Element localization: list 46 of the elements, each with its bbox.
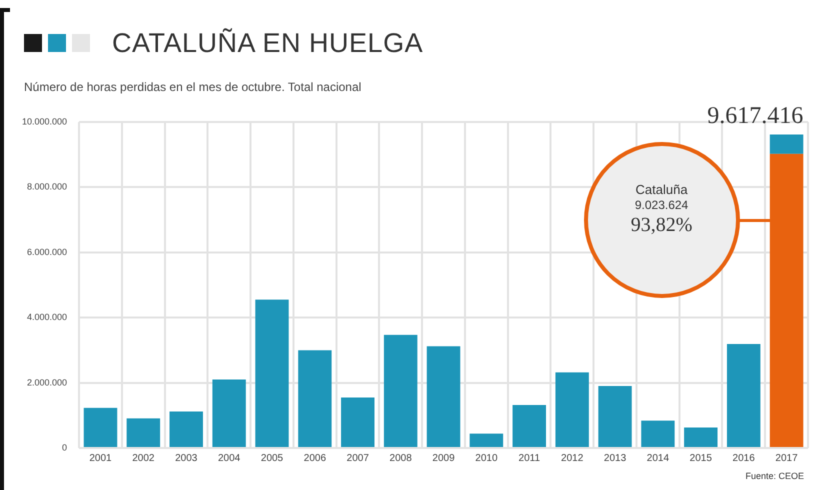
y-tick-label: 2.000.000 bbox=[26, 377, 68, 388]
annotation: 9.617.416 bbox=[707, 102, 804, 129]
bar bbox=[598, 386, 632, 447]
y-tick-label: 0 bbox=[62, 442, 68, 452]
x-tick-label: 2014 bbox=[646, 452, 670, 464]
x-tick-label: 2006 bbox=[304, 452, 326, 464]
annotation: Cataluña 9.023.624 93,82% bbox=[630, 182, 694, 238]
y-tick-label: 10.000.000 bbox=[22, 116, 68, 126]
x-tick-label: 2008 bbox=[390, 452, 412, 464]
y-tick-label: 6.000.000 bbox=[26, 246, 68, 257]
bar bbox=[641, 420, 675, 447]
x-tick-label: 2007 bbox=[346, 452, 370, 464]
bar bbox=[170, 411, 203, 447]
bar bbox=[770, 134, 804, 154]
y-tick-label: 8.000.000 bbox=[26, 182, 68, 192]
x-tick-label: 2003 bbox=[175, 452, 198, 464]
x-tick-label: 2002 bbox=[132, 452, 155, 464]
x-tick-label: 2015 bbox=[690, 452, 712, 464]
source-note: Fuente: CEOE bbox=[745, 471, 804, 481]
x-tick-label: 2001 bbox=[89, 452, 112, 464]
bar bbox=[384, 334, 418, 447]
bar bbox=[341, 397, 374, 447]
bar bbox=[555, 372, 589, 447]
x-tick-label: 2012 bbox=[561, 452, 584, 464]
x-tick-label: 2009 bbox=[432, 452, 456, 464]
x-tick-label: 2010 bbox=[475, 452, 498, 464]
x-tick-label: 2011 bbox=[518, 452, 540, 464]
x-tick-label: 2005 bbox=[260, 452, 284, 464]
bar bbox=[726, 344, 760, 447]
x-tick-label: 2017 bbox=[775, 452, 798, 464]
x-tick-label: 2013 bbox=[604, 452, 627, 464]
x-tick-label: 2004 bbox=[218, 452, 241, 464]
bar bbox=[126, 418, 160, 447]
bar bbox=[255, 300, 289, 447]
x-tick-label: 2016 bbox=[732, 452, 756, 464]
bar bbox=[84, 408, 118, 447]
bar bbox=[212, 380, 246, 447]
bar bbox=[470, 434, 504, 447]
bar bbox=[684, 427, 718, 447]
bar bbox=[426, 346, 460, 447]
chart-title: CATALUÑA EN HUELGA bbox=[112, 28, 424, 59]
y-tick-label: 4.000.000 bbox=[26, 312, 68, 322]
chart-subtitle: Número de horas perdidas en el mes de octubre. Total nacional bbox=[24, 80, 362, 94]
bar bbox=[770, 154, 804, 447]
bar bbox=[298, 350, 332, 447]
bar bbox=[512, 404, 546, 447]
